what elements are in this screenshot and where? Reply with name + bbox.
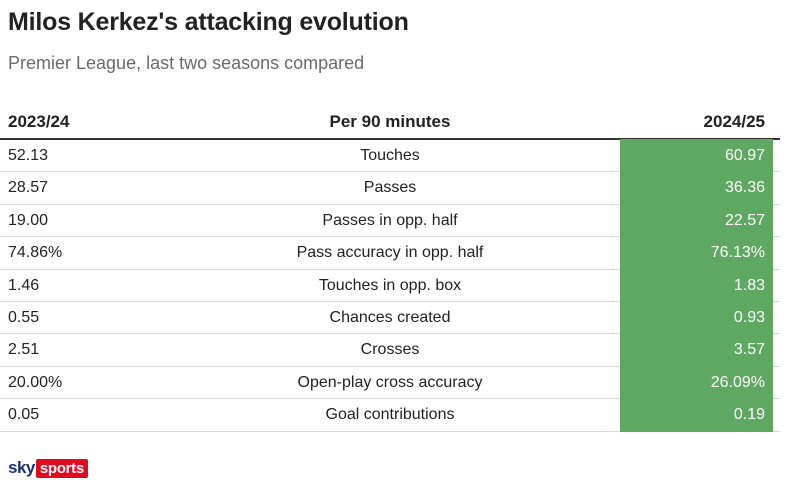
highlight-cell-2024-25 [620,139,773,173]
value-2023-24: 52.13 [8,147,49,164]
sky-sports-logo: sky sports [8,458,88,478]
value-2023-24: 0.55 [8,308,40,326]
table-row: 74.86% Pass accuracy in opp. half 76.13% [0,236,780,270]
value-2023-24: 20.00% [8,373,63,391]
highlight-cell-2024-25 [620,300,773,335]
value-2023-24: 28.57 [8,179,49,197]
highlight-cell-2024-25 [620,236,773,270]
table-row: 1.46 Touches in opp. box 1.83 [0,268,780,302]
column-header-metric: Per 90 minutes [329,112,451,131]
value-2023-24: 74.86% [8,244,63,262]
highlight-cell-2024-25 [620,365,773,400]
value-2024-25: 0.93 [733,308,765,326]
value-2024-25: 36.36 [724,179,765,197]
stats-table: 2023/24 Per 90 minutes 2024/25 52.13 Touc… [0,104,780,432]
table-row: 52.13 Touches 60.97 [0,139,780,173]
metric-label: Open-play cross accuracy [297,373,483,391]
highlight-cell-2024-25 [620,333,773,367]
value-2024-25: 76.13% [710,244,765,262]
value-2024-25: 1.83 [733,276,765,294]
metric-label: Chances created [329,308,451,326]
chart-title: Milos Kerkez's attacking evolution [8,8,409,36]
value-2024-25: 0.19 [733,406,765,424]
value-2024-25: 22.57 [724,211,765,229]
metric-label: Touches in opp. box [318,276,462,294]
metric-label: Passes [363,179,417,197]
logo-sports-word: sports [35,458,88,478]
column-header-2023-24: 2023/24 [8,112,70,131]
value-2023-24: 2.51 [8,341,40,359]
metric-label: Goal contributions [325,406,455,424]
metric-label: Pass accuracy in opp. half [296,244,484,262]
table-row: 0.55 Chances created 0.93 [0,300,780,335]
value-2024-25: 60.97 [724,147,765,164]
value-2024-25: 3.57 [733,341,765,359]
highlight-cell-2024-25 [620,268,773,302]
table-row: 19.00 Passes in opp. half 22.57 [0,203,780,238]
metric-label: Passes in opp. half [322,211,458,229]
table-row: 20.00% Open-play cross accuracy 26.09% [0,365,780,400]
highlight-cell-2024-25 [620,171,773,205]
value-2023-24: 1.46 [8,276,40,294]
table-row: 0.05 Goal contributions 0.19 [0,398,780,432]
table-row: 28.57 Passes 36.36 [0,171,780,205]
column-header-2024-25: 2024/25 [703,112,765,131]
highlight-cell-2024-25 [620,398,773,432]
table-row: 2.51 Crosses 3.57 [0,333,780,367]
logo-sky-word: sky [8,458,35,477]
metric-label: Touches [360,147,420,164]
table-body: 52.13 Touches 60.97 28.57 Passes 36.36 19.00 Pa… [0,139,780,432]
table-header: 2023/24 Per 90 minutes 2024/25 [0,104,780,140]
value-2024-25: 26.09% [710,373,765,391]
value-2023-24: 19.00 [8,211,49,229]
chart-subtitle: Premier League, last two seasons compare… [8,53,365,73]
highlight-cell-2024-25 [620,203,773,238]
metric-label: Crosses [360,341,420,359]
value-2023-24: 0.05 [8,406,40,424]
